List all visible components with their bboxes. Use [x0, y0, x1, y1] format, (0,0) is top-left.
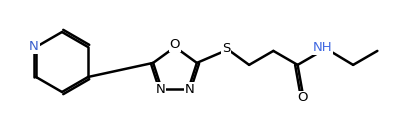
Text: N: N	[29, 40, 39, 54]
Text: N: N	[185, 83, 194, 96]
Text: O: O	[170, 38, 180, 52]
Text: S: S	[222, 42, 230, 55]
Text: NH: NH	[313, 41, 332, 54]
Text: O: O	[297, 91, 308, 104]
Text: N: N	[156, 83, 165, 96]
